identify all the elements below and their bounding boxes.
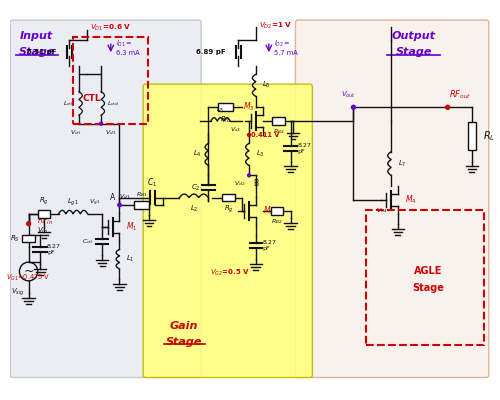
Text: $L_{g1}$: $L_{g1}$ (68, 196, 79, 208)
Text: 8.27
pF: 8.27 pF (47, 244, 61, 255)
Text: $V_{ctl}$: $V_{ctl}$ (70, 128, 82, 137)
Text: $R_L$: $R_L$ (483, 129, 495, 143)
Text: $M_2$: $M_2$ (262, 204, 274, 217)
Text: Output: Output (392, 31, 436, 41)
FancyBboxPatch shape (296, 20, 489, 378)
Text: 8.27
pF: 8.27 pF (262, 240, 276, 251)
Text: $L_4$: $L_4$ (193, 149, 202, 159)
Text: $V_{g1}$: $V_{g1}$ (89, 198, 101, 208)
Text: A: A (110, 194, 116, 202)
Text: $R_{B2}$: $R_{B2}$ (272, 128, 284, 136)
Text: $V_{in}$: $V_{in}$ (37, 226, 48, 236)
Text: Stage: Stage (18, 47, 55, 57)
Text: 0.411 V: 0.411 V (251, 132, 280, 138)
Text: $L_6$: $L_6$ (262, 80, 270, 90)
Text: $R_g$: $R_g$ (39, 196, 49, 207)
Text: $C_{ctl}$: $C_{ctl}$ (82, 238, 94, 246)
Text: Input: Input (20, 31, 54, 41)
Text: $L_{ctl}$: $L_{ctl}$ (64, 99, 74, 108)
Text: 6.89 pF: 6.89 pF (196, 49, 226, 55)
Text: $V_{d4}$: $V_{d4}$ (376, 206, 387, 215)
Bar (271, 207, 283, 215)
Text: $R_{B1}$: $R_{B1}$ (136, 190, 147, 199)
Circle shape (118, 203, 121, 207)
Text: $M_1$: $M_1$ (126, 221, 138, 233)
Bar (22, 234, 35, 242)
Text: $V_{out}$: $V_{out}$ (341, 90, 356, 100)
Text: $R_S$: $R_S$ (10, 233, 20, 244)
Text: $V_{G2}$=0.5 V: $V_{G2}$=0.5 V (210, 268, 250, 278)
Text: CTL: CTL (82, 94, 101, 104)
Text: $L_3$: $L_3$ (256, 149, 264, 159)
Text: $C_1$: $C_1$ (148, 177, 158, 189)
Text: $RF_{in}$: $RF_{in}$ (37, 214, 53, 227)
Text: $V_{D2}$=1 V: $V_{D2}$=1 V (258, 21, 292, 31)
Bar (218, 103, 233, 111)
Circle shape (248, 134, 250, 136)
Text: $I_{D1}=$
6.3 mA: $I_{D1}=$ 6.3 mA (116, 38, 139, 56)
Text: 8.27
pF: 8.27 pF (298, 143, 311, 154)
Text: $V_{G1}$=0.475 V: $V_{G1}$=0.475 V (6, 273, 51, 283)
Text: $V_{d2}$: $V_{d2}$ (234, 179, 245, 188)
Text: 5.51 pF: 5.51 pF (26, 49, 56, 55)
Circle shape (248, 174, 250, 177)
Text: $C_2$: $C_2$ (191, 182, 200, 193)
Text: Stage: Stage (412, 283, 444, 293)
Text: $R_{fb}$: $R_{fb}$ (220, 115, 231, 125)
Text: $L_5$: $L_5$ (216, 104, 225, 115)
Circle shape (100, 122, 102, 125)
Bar (38, 210, 50, 218)
Text: $L_{ctd}$: $L_{ctd}$ (107, 99, 120, 108)
FancyBboxPatch shape (143, 84, 312, 378)
Text: $V_{s3}$: $V_{s3}$ (230, 126, 241, 134)
Circle shape (446, 105, 450, 109)
Text: Stage: Stage (396, 47, 432, 57)
Text: $M_3$: $M_3$ (243, 100, 255, 112)
Text: $I_{D2}=$
5.7 mA: $I_{D2}=$ 5.7 mA (274, 38, 297, 56)
Circle shape (26, 222, 30, 226)
Text: $V_{sig}$: $V_{sig}$ (11, 286, 25, 298)
Text: Stage: Stage (166, 337, 202, 347)
Text: B: B (253, 179, 258, 188)
Circle shape (352, 105, 356, 109)
Bar (272, 117, 285, 125)
Text: $V_{d1}$: $V_{d1}$ (120, 192, 131, 201)
Text: $L_2$: $L_2$ (190, 204, 198, 214)
Text: $L_7$: $L_7$ (398, 158, 407, 169)
Text: $R_{B2}$: $R_{B2}$ (271, 217, 283, 226)
Bar (222, 194, 235, 202)
Text: $V_{d1}$: $V_{d1}$ (104, 128, 116, 137)
Bar (134, 201, 149, 209)
Text: ~: ~ (24, 265, 34, 278)
Text: AGLE: AGLE (414, 266, 442, 276)
Text: $R_g$: $R_g$ (224, 204, 234, 216)
Text: $V_{D1}$=0.6 V: $V_{D1}$=0.6 V (90, 22, 132, 32)
Text: Gain: Gain (170, 321, 198, 331)
Text: $L_1$: $L_1$ (126, 254, 135, 264)
Text: $RF_{out}$: $RF_{out}$ (448, 89, 471, 101)
FancyBboxPatch shape (10, 20, 201, 378)
Text: $M_4$: $M_4$ (404, 194, 416, 206)
Bar (468, 122, 476, 150)
